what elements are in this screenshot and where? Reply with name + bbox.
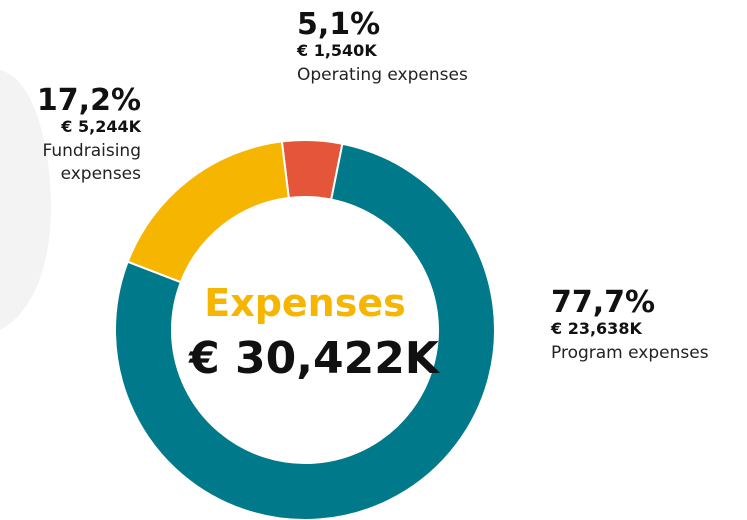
category-label-line: Fundraising [43, 141, 141, 161]
percent-label: 5,1% [297, 7, 380, 42]
donut [114, 139, 496, 520]
category-label: Fundraising expenses [43, 141, 142, 184]
percent-label: 17,2% [37, 83, 141, 118]
amount-label: € 23,638K [550, 319, 642, 338]
amount-label: € 1,540K [296, 41, 377, 60]
amount-label: € 5,244K [60, 117, 141, 136]
center-value: € 30,422K [188, 333, 441, 384]
percent-label: 77,7% [551, 285, 655, 320]
category-label: Operating expenses [297, 65, 468, 85]
center-title: Expenses [204, 281, 406, 325]
category-label-line: expenses [61, 164, 142, 184]
donut-segment [126, 140, 290, 284]
donut-segment [114, 142, 496, 520]
category-label: Program expenses [551, 343, 709, 363]
background-blob [0, 70, 51, 330]
